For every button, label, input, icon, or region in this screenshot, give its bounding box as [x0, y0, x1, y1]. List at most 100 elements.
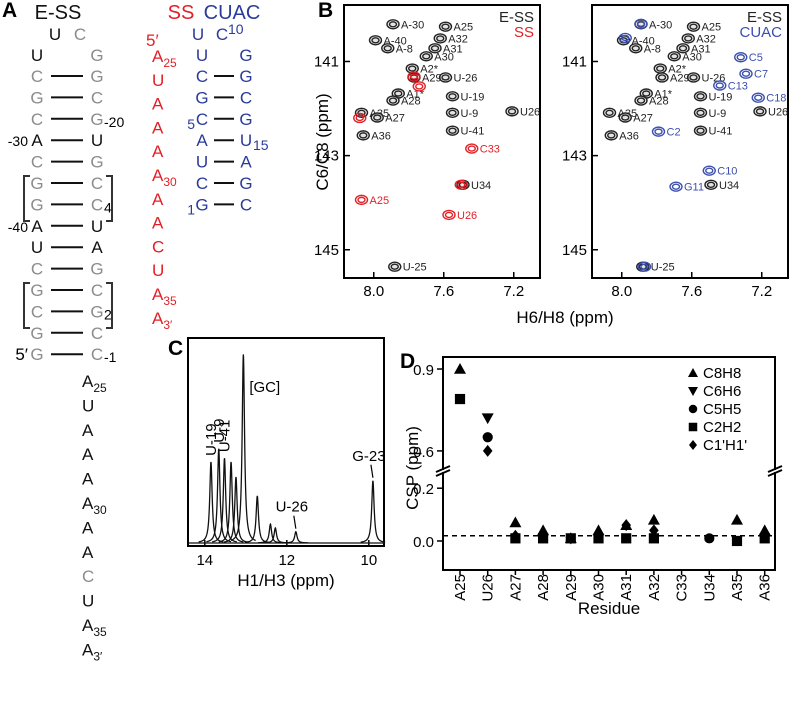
x-tick-label: A30: [591, 574, 608, 601]
peak-label: A-30: [401, 19, 424, 31]
position-note: 10: [228, 21, 244, 37]
base: C: [240, 88, 252, 107]
base: G: [90, 110, 103, 129]
peak-label: A29: [422, 72, 442, 84]
base: C: [91, 281, 103, 300]
peak-label: U-19: [709, 91, 733, 103]
sequence-base: A: [152, 142, 164, 161]
peak-contour: [696, 127, 705, 134]
position-number: 30: [93, 503, 107, 517]
peak-label: C13: [728, 80, 748, 92]
base: U: [82, 592, 94, 611]
x-tick-label: 8.0: [611, 283, 632, 300]
peak-contour: [354, 194, 369, 206]
spectrum-peak: [218, 461, 244, 543]
peak-contour: [607, 132, 616, 139]
legend-entry: E-SS: [499, 9, 534, 26]
sequence-base: A25: [152, 47, 177, 70]
peak-contour: [705, 167, 714, 174]
sequence-base: U: [82, 396, 94, 415]
peak-label: U-9: [709, 108, 727, 120]
y-tick-label: 0.2: [413, 481, 434, 498]
position-note: 2: [104, 306, 112, 322]
peak-contour: [383, 45, 392, 52]
peak-contour: [448, 127, 457, 134]
sequence-base: A35: [152, 285, 177, 308]
x-tick-label: A31: [618, 574, 635, 601]
x-tick-label: A36: [757, 574, 774, 601]
peak-contour: [441, 23, 450, 30]
base: A: [152, 285, 164, 304]
peak-contour: [689, 23, 698, 30]
y-axis-label: CSP (ppm): [403, 426, 422, 510]
sequence-base: A3′: [82, 640, 103, 663]
base: A: [31, 217, 43, 236]
spectrum-peak: [244, 495, 270, 544]
data-point: [482, 432, 493, 443]
peak-contour: [371, 37, 380, 44]
peak-label: A30: [682, 51, 702, 63]
y-tick-label: 145: [314, 242, 339, 259]
data-point: [454, 393, 466, 405]
x-tick-label: 12: [278, 552, 295, 569]
peak-contour: [621, 114, 630, 121]
y-tick-label: 145: [562, 242, 587, 259]
peak-contour: [436, 35, 445, 42]
strand-end: 5′: [146, 31, 159, 50]
peak-contour: [636, 97, 646, 104]
data-point: [482, 444, 493, 457]
peak-label: C2: [667, 127, 681, 139]
peak-label: A28: [401, 96, 421, 108]
position-note: -20: [104, 114, 124, 130]
peak-label: U-19: [461, 91, 485, 103]
peak-contour: [388, 97, 398, 104]
base: A: [196, 131, 208, 150]
base: A: [82, 640, 94, 659]
peak-label: U-41: [216, 420, 233, 453]
peak-label: A2*: [420, 64, 438, 76]
y-tick-label: 0.9: [413, 362, 434, 379]
base: G: [90, 302, 103, 321]
legend-entry: C5H5: [703, 401, 741, 418]
x-tick-label: 7.6: [681, 283, 702, 300]
structure-title: E-SS: [35, 2, 82, 24]
x-tick-label: A35: [729, 574, 746, 601]
base: C: [196, 67, 208, 86]
peak-contour: [618, 32, 632, 44]
peak-contour: [430, 45, 440, 52]
peak-label: U26: [457, 210, 477, 222]
sequence-base: A: [152, 190, 164, 209]
y-tick-label: 0.6: [413, 444, 434, 461]
sequence-base: A: [82, 518, 94, 537]
x-tick-label: 7.2: [751, 283, 772, 300]
panel-label: C: [168, 337, 183, 360]
loop-base: U: [31, 46, 43, 65]
position-note: 15: [253, 137, 269, 153]
data-point: [481, 413, 494, 425]
peak-label: U26: [768, 106, 788, 118]
loop-base: G: [90, 46, 103, 65]
bracket: [23, 282, 113, 329]
x-axis-label: H6/H8 (ppm): [516, 308, 613, 327]
peak-contour: [678, 45, 688, 52]
peak-label: A-8: [644, 43, 661, 55]
base: A: [82, 518, 94, 537]
position-note: -30: [8, 133, 28, 149]
base: G: [90, 67, 103, 86]
axis-break: [767, 465, 783, 477]
peak-contour: [448, 93, 457, 100]
peak-label: A2*: [668, 64, 686, 76]
peak-label: A27: [633, 112, 653, 124]
peak-contour: [741, 70, 751, 77]
base: A: [31, 131, 43, 150]
base: A: [152, 214, 164, 233]
peak-label: A36: [371, 130, 391, 142]
data-point: [649, 524, 659, 537]
peak-contour: [507, 108, 517, 115]
peak-contour: [631, 45, 640, 52]
base: A: [152, 118, 164, 137]
peak-contour: [754, 94, 763, 101]
position-number: 25: [163, 56, 177, 70]
y-tick-label: 141: [314, 53, 339, 70]
peak-contour: [689, 74, 698, 81]
